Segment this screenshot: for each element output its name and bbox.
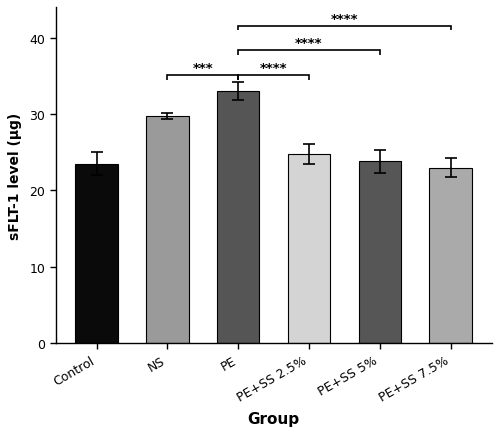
Bar (76, 164, 118, 343)
Bar (288, 155, 331, 343)
X-axis label: Group: Group (248, 411, 300, 426)
Text: ****: **** (296, 37, 323, 50)
Bar (358, 162, 401, 343)
Text: ****: **** (330, 13, 358, 26)
Bar (430, 168, 472, 343)
Text: ***: *** (192, 62, 213, 75)
Y-axis label: sFLT-1 level (μg): sFLT-1 level (μg) (8, 112, 22, 239)
Bar (146, 116, 188, 343)
Bar (217, 92, 260, 343)
Text: ****: **** (260, 62, 287, 75)
